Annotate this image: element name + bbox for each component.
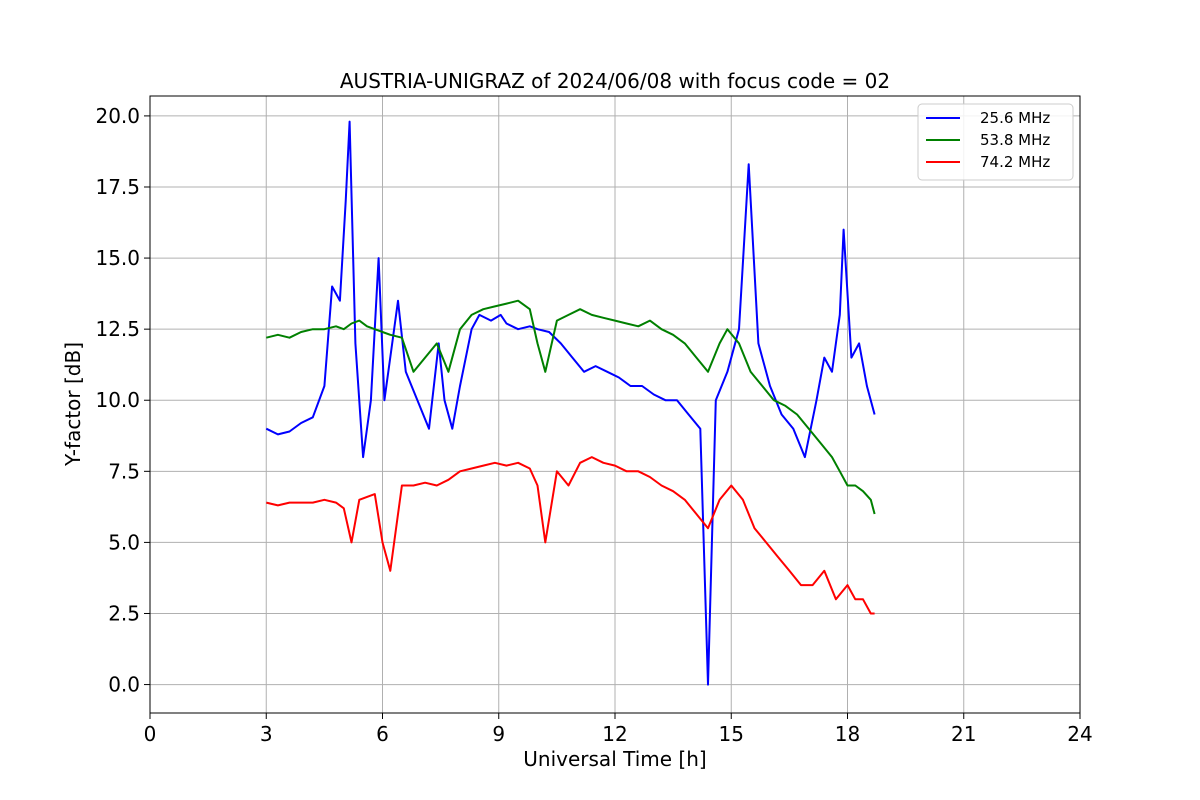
x-tick-label: 9 [492,722,505,746]
y-tick-label: 20.0 [95,104,140,128]
y-tick-label: 5.0 [108,530,140,554]
series-line-1 [266,299,876,515]
series-layer [265,120,876,686]
y-tick-label: 0.0 [108,673,140,697]
x-tick-label: 15 [719,722,744,746]
x-tick-label: 3 [260,722,273,746]
legend: 25.6 MHz 53.8 MHz 74.2 MHz [917,103,1074,181]
grid-lines [149,96,1081,713]
x-tick-label: 21 [951,722,976,746]
y-tick-label: 12.5 [95,317,140,341]
legend-label-0: 25.6 MHz [980,109,1050,127]
y-tick-label: 10.0 [95,388,140,412]
x-tick-label: 0 [144,722,157,746]
chart-title: AUSTRIA-UNIGRAZ of 2024/06/08 with focus… [340,69,890,93]
x-axis: 0 3 6 9 12 15 18 21 24 [144,713,1093,746]
x-tick-label: 12 [602,722,627,746]
series-line-0 [265,120,876,686]
y-axis: 0.0 2.5 5.0 7.5 10.0 12.5 15.0 17.5 20.0 [95,104,150,697]
series-line-2 [266,456,875,615]
y-tick-label: 15.0 [95,246,140,270]
y-tick-label: 17.5 [95,175,140,199]
y-tick-label: 7.5 [108,459,140,483]
y-axis-label: Y-factor [dB] [61,342,85,467]
x-axis-label: Universal Time [h] [523,747,706,771]
x-tick-label: 24 [1067,722,1092,746]
legend-label-1: 53.8 MHz [980,131,1050,149]
x-tick-label: 6 [376,722,389,746]
x-tick-label: 18 [835,722,860,746]
legend-label-2: 74.2 MHz [980,153,1050,171]
y-tick-label: 2.5 [108,601,140,625]
